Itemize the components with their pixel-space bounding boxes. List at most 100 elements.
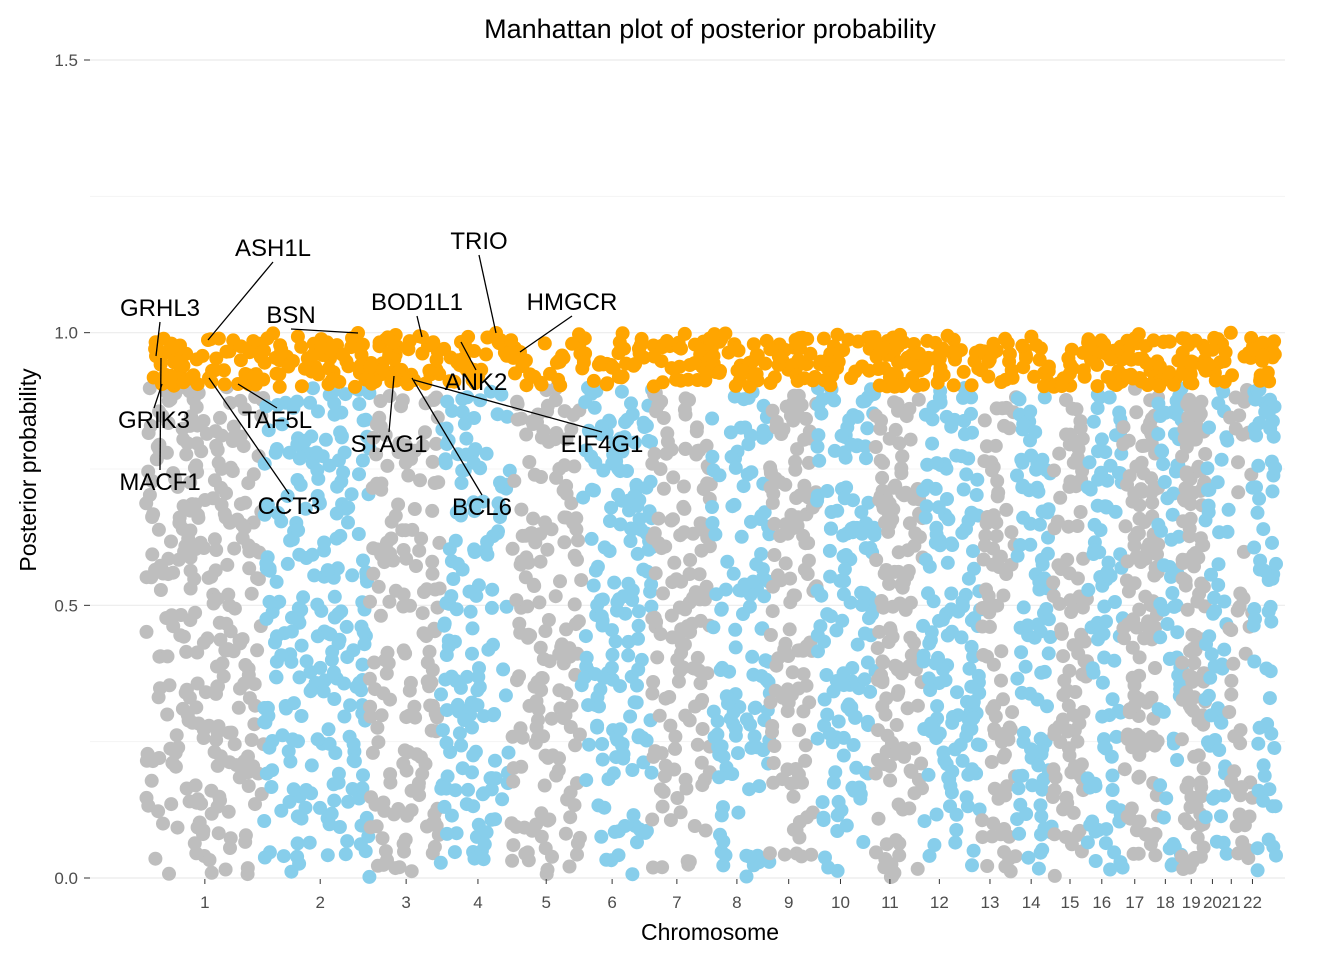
gene-label: EIF4G1: [561, 431, 644, 458]
data-point: [831, 794, 846, 809]
data-point: [371, 579, 386, 594]
highlight-point: [940, 328, 955, 343]
data-point: [714, 739, 729, 754]
highlight-point: [674, 341, 688, 356]
data-point: [1214, 809, 1228, 824]
data-point: [757, 589, 772, 604]
data-point: [665, 630, 680, 645]
data-point: [409, 559, 423, 573]
data-point: [667, 555, 682, 570]
data-point: [323, 627, 338, 642]
data-point: [211, 826, 226, 841]
data-point: [996, 588, 1011, 603]
data-point: [747, 701, 762, 716]
highlight-point: [1223, 325, 1238, 340]
data-point: [180, 708, 195, 723]
data-point: [505, 729, 520, 744]
data-point: [1233, 586, 1248, 601]
data-point: [396, 543, 411, 557]
data-point: [179, 781, 194, 796]
data-point: [1123, 702, 1137, 717]
data-point: [540, 404, 555, 419]
data-point: [1148, 848, 1163, 863]
data-point: [949, 823, 964, 837]
highlight-point: [803, 346, 818, 361]
data-point: [959, 790, 974, 805]
data-point: [1212, 525, 1227, 540]
data-point: [281, 744, 296, 759]
data-point: [874, 594, 889, 608]
data-point: [1132, 650, 1147, 665]
data-point: [1035, 842, 1050, 857]
data-point: [296, 590, 311, 605]
data-point: [314, 603, 329, 618]
data-point: [586, 578, 601, 593]
data-point: [313, 800, 327, 815]
x-tick-label: 4: [473, 893, 482, 912]
data-point: [1031, 484, 1046, 499]
data-point: [1014, 452, 1029, 467]
data-point: [850, 409, 865, 424]
data-point: [304, 758, 319, 773]
data-point: [584, 449, 599, 464]
data-point: [1099, 822, 1114, 837]
data-point: [283, 533, 298, 548]
data-point: [1077, 634, 1092, 649]
data-point: [1160, 617, 1175, 631]
highlight-point: [1054, 379, 1069, 394]
data-point: [1180, 602, 1195, 617]
data-point: [1224, 774, 1239, 788]
highlight-point: [314, 340, 329, 355]
data-point: [286, 400, 301, 415]
data-point: [894, 466, 909, 481]
data-point: [150, 439, 165, 454]
data-point: [1075, 667, 1090, 682]
data-point: [210, 758, 225, 773]
data-point: [685, 616, 700, 631]
data-point: [768, 471, 783, 486]
data-point: [259, 556, 274, 571]
x-tick-label: 20: [1203, 893, 1222, 912]
data-point: [1265, 535, 1279, 550]
data-point: [890, 687, 905, 702]
highlight-point: [681, 372, 696, 387]
data-point: [1056, 712, 1070, 727]
data-point: [785, 665, 800, 680]
data-point: [883, 759, 897, 773]
data-point: [1219, 430, 1234, 445]
data-point: [398, 442, 413, 457]
data-point: [1156, 704, 1171, 719]
data-point: [571, 533, 585, 548]
data-point: [985, 702, 1000, 717]
data-point: [1175, 655, 1190, 670]
data-point: [171, 740, 186, 755]
x-tick-label: 19: [1182, 893, 1201, 912]
data-point: [1224, 673, 1239, 688]
data-point: [1034, 552, 1049, 567]
data-point: [142, 488, 157, 502]
data-point: [1159, 791, 1174, 806]
data-point: [251, 572, 266, 587]
data-point: [898, 602, 913, 617]
data-point: [1034, 809, 1049, 824]
data-point: [1066, 805, 1081, 820]
x-tick-label: 22: [1243, 893, 1262, 912]
data-point: [702, 539, 717, 554]
data-point: [539, 867, 554, 882]
data-point: [1058, 830, 1073, 844]
data-point: [902, 801, 917, 816]
highlight-point: [468, 376, 482, 390]
data-point: [520, 845, 535, 860]
data-point: [919, 499, 934, 514]
data-point: [457, 713, 472, 727]
data-point: [352, 397, 367, 411]
data-point: [292, 451, 307, 466]
data-point: [705, 449, 720, 464]
highlight-point: [534, 377, 549, 392]
data-point: [855, 598, 870, 612]
data-point: [814, 406, 829, 421]
data-point: [754, 669, 769, 684]
data-point: [1211, 701, 1225, 716]
data-point: [770, 568, 785, 583]
data-point: [331, 636, 346, 651]
